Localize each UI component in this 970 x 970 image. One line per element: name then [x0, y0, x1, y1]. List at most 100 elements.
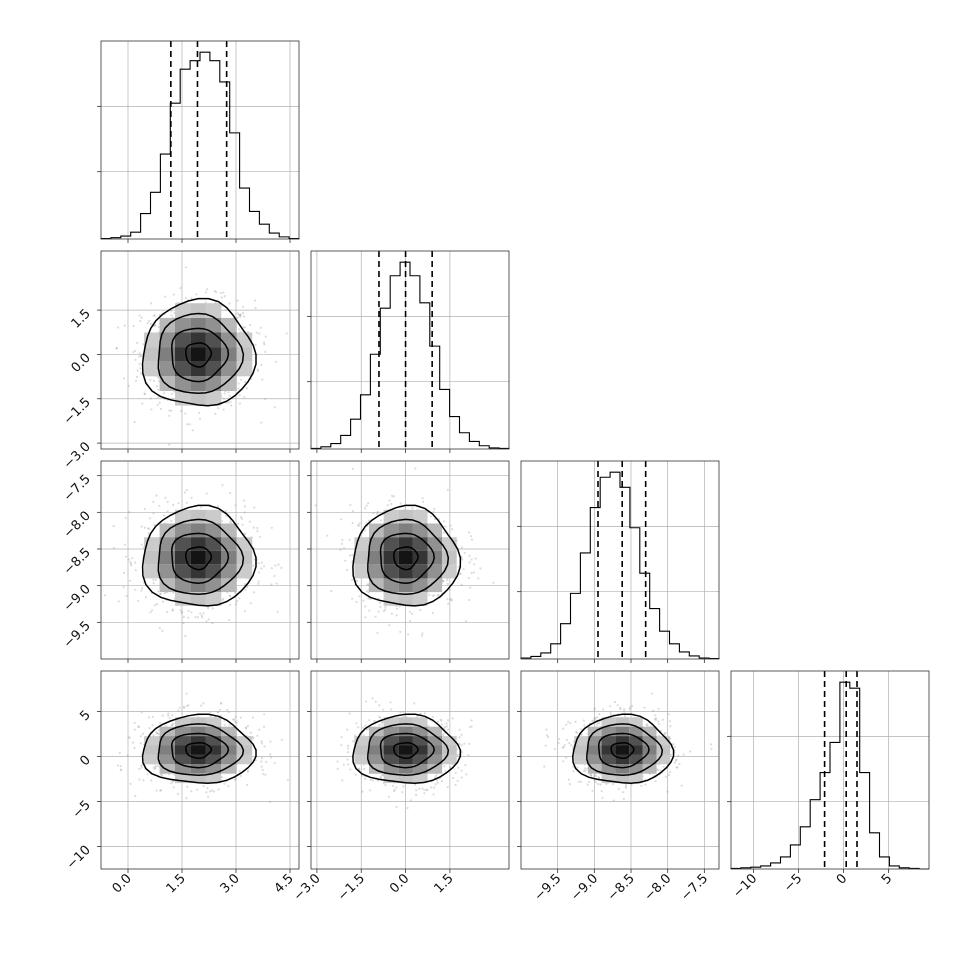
- scatter-point: [172, 722, 175, 725]
- scatter-point: [155, 603, 158, 606]
- scatter-point: [395, 805, 398, 809]
- scatter-point: [355, 579, 359, 583]
- scatter-point: [140, 589, 143, 592]
- scatter-point: [139, 742, 142, 745]
- scatter-point: [449, 597, 452, 600]
- scatter-point: [141, 587, 144, 590]
- scatter-point: [138, 352, 141, 355]
- scatter-point: [256, 734, 259, 737]
- y-tick-label: −9.0: [61, 582, 94, 615]
- scatter-point: [246, 585, 249, 589]
- scatter-point: [357, 524, 360, 527]
- scatter-point: [190, 790, 193, 793]
- scatter-point: [242, 305, 245, 308]
- scatter-point: [155, 385, 159, 388]
- scatter-point: [436, 720, 439, 723]
- scatter-point: [131, 557, 134, 560]
- scatter-point: [129, 561, 132, 564]
- density-cell: [190, 764, 206, 774]
- scatter-point: [408, 610, 412, 613]
- density-cell: [190, 564, 206, 579]
- scatter-point: [234, 777, 238, 780]
- scatter-point: [445, 722, 448, 725]
- scatter-point: [244, 726, 248, 729]
- scatter-point: [188, 423, 191, 426]
- scatter-point: [143, 392, 146, 395]
- axes-frame: [310, 460, 510, 660]
- scatter-point: [147, 527, 150, 530]
- scatter-point: [184, 412, 187, 415]
- density-cell: [175, 347, 191, 362]
- scatter-point: [261, 378, 264, 381]
- scatter-point: [132, 351, 135, 354]
- scatter-point: [151, 609, 154, 612]
- scatter-point: [449, 766, 452, 769]
- density-cell: [175, 578, 191, 593]
- contour-line: [141, 297, 257, 407]
- scatter-point: [242, 326, 245, 329]
- density-cell: [205, 537, 222, 551]
- axes-frame: [100, 250, 300, 450]
- scatter-point: [274, 564, 277, 567]
- density-cell: [383, 564, 399, 579]
- scatter-point: [228, 394, 231, 397]
- scatter-point: [223, 782, 226, 785]
- scatter-point: [280, 738, 283, 741]
- histogram-step-line: [310, 261, 510, 450]
- scatter-point: [463, 551, 466, 554]
- scatter-point: [392, 495, 395, 498]
- density-cell: [412, 523, 428, 538]
- scatter-point: [140, 543, 143, 546]
- scatter-point: [452, 777, 455, 780]
- scatter-point: [151, 724, 154, 727]
- scatter-point: [273, 762, 276, 765]
- scatter-point: [264, 335, 267, 338]
- scatter-point: [220, 776, 224, 779]
- scatter-point: [185, 501, 188, 504]
- y-tick-label: −7.5: [61, 472, 94, 505]
- density-map: [354, 717, 457, 784]
- scatter-point: [252, 564, 255, 567]
- scatter-point: [242, 311, 245, 315]
- scatter-point: [236, 316, 239, 319]
- scatter-point: [258, 728, 261, 731]
- scatter-point: [161, 600, 164, 603]
- scatter-point: [468, 598, 471, 602]
- scatter-point: [349, 768, 352, 771]
- axes-frame: [100, 40, 300, 240]
- scatter-point: [144, 596, 147, 599]
- scatter-point: [336, 767, 339, 771]
- scatter-point: [442, 531, 446, 534]
- scatter-point: [134, 569, 137, 572]
- scatter-point: [126, 754, 129, 757]
- scatter-point: [190, 611, 193, 614]
- scatter-point: [408, 619, 412, 622]
- scatter-point: [263, 343, 266, 346]
- scatter-point: [123, 324, 126, 327]
- scatter-point: [133, 721, 136, 725]
- scatter-point: [467, 577, 470, 580]
- scatter-point: [142, 732, 145, 735]
- scatter-point: [182, 705, 185, 708]
- scatter-point: [467, 742, 471, 746]
- scatter-point: [167, 714, 170, 717]
- scatter-point: [170, 314, 173, 317]
- scatter-point: [411, 612, 414, 615]
- scatter-point: [185, 797, 188, 800]
- scatter-panel-1-2: [307, 460, 510, 663]
- scatter-point: [168, 443, 171, 446]
- scatter-point: [461, 558, 464, 561]
- density-cell: [412, 745, 428, 755]
- density-cell: [205, 726, 222, 737]
- scatter-point: [179, 286, 182, 290]
- scatter-point: [382, 708, 385, 711]
- density-cell: [221, 578, 237, 593]
- density-cell: [369, 537, 384, 551]
- scatter-point: [285, 332, 288, 335]
- scatter-point: [365, 504, 368, 507]
- scatter-point: [201, 616, 204, 619]
- density-cell: [369, 736, 384, 746]
- scatter-point: [168, 414, 171, 417]
- scatter-point: [233, 720, 237, 723]
- scatter-point: [364, 605, 367, 608]
